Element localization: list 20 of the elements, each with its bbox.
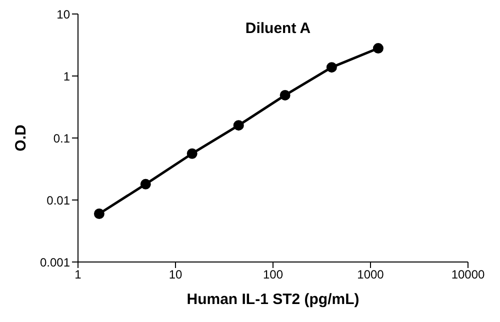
point	[94, 208, 104, 220]
x-tick-label: 10	[168, 268, 182, 282]
point	[140, 178, 151, 190]
x-tick-label: 10000	[451, 268, 486, 282]
y-tick-label: 0.001	[40, 255, 70, 270]
point	[186, 148, 198, 159]
y-tick-label: 10	[56, 7, 70, 22]
y-tick-label: 0.01	[46, 193, 70, 208]
y-axis-title: O.D	[12, 124, 30, 152]
point	[280, 90, 290, 100]
x-axis-title: Human IL-1 ST2 (pg/mL)	[186, 291, 360, 308]
point	[372, 43, 384, 54]
chart-title: Diluent A	[244, 20, 312, 37]
x-tick-label: 100	[262, 268, 284, 282]
point	[326, 62, 337, 73]
y-tick-label: 1	[63, 69, 70, 84]
point	[233, 120, 244, 131]
x-tick-label: 1000	[357, 268, 384, 282]
y-tick-label: 0.1	[53, 131, 70, 146]
x-tick-label: 1	[74, 268, 82, 282]
